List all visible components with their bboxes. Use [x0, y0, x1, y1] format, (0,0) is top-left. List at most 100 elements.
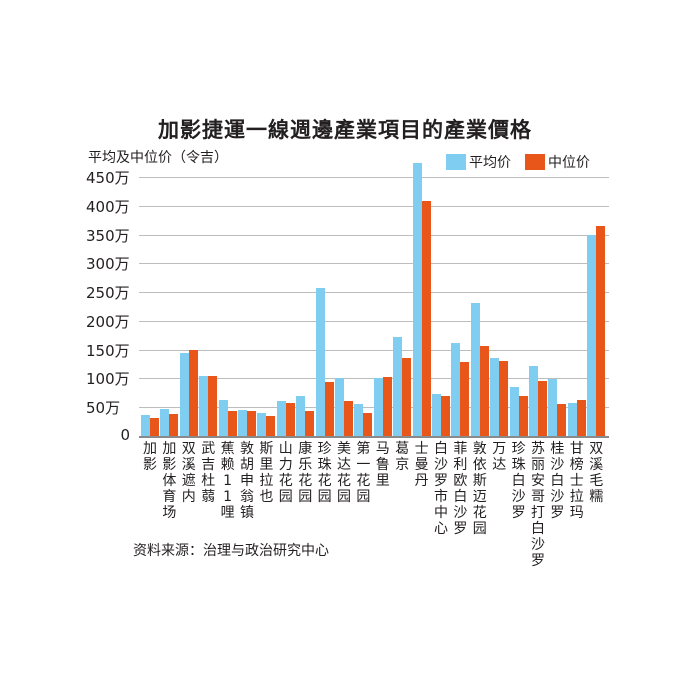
x-axis-line — [139, 436, 609, 438]
bar-median — [538, 381, 547, 436]
bar-average — [432, 393, 441, 436]
bar-average — [276, 401, 286, 436]
y-tick-label: 350万 — [86, 226, 130, 245]
bar-average — [393, 337, 403, 436]
bar-median — [266, 416, 276, 436]
bar-median — [324, 382, 334, 436]
x-category-label: 士 曼 丹 — [414, 441, 429, 489]
bar-median — [227, 411, 237, 436]
bar-median — [518, 395, 528, 436]
bar-median — [441, 396, 450, 436]
x-category-label: 葛 京 — [395, 441, 410, 473]
bar-average — [335, 378, 344, 436]
bar-median — [247, 411, 256, 436]
bar-average — [160, 408, 170, 436]
x-category-label: 美 达 花 园 — [337, 441, 351, 505]
bar-average — [567, 402, 577, 436]
bar-median — [363, 412, 373, 436]
legend-swatch-median — [525, 154, 545, 170]
x-category-label: 马 鲁 里 — [375, 441, 390, 489]
source-note: 资料来源：治理与政治研究中心 — [133, 543, 329, 559]
x-category-label: 武 吉 杜 蒻 — [201, 441, 216, 505]
bar-average — [529, 366, 538, 436]
y-tick-label: 200万 — [86, 312, 130, 331]
bar-average — [548, 379, 558, 436]
x-category-label: 双 溪 毛 糯 — [589, 441, 604, 505]
bar-median — [557, 403, 567, 436]
bar-median — [150, 417, 159, 436]
y-tick-label: 50万 — [86, 399, 121, 418]
x-category-label: 桂 沙 白 沙 罗 — [550, 441, 565, 521]
bar-average — [412, 162, 422, 436]
bar-average — [373, 378, 383, 436]
bar-median — [169, 413, 179, 436]
bar-median — [285, 402, 295, 436]
bar-average — [218, 399, 228, 436]
x-category-label: 山 力 花 园 — [278, 441, 293, 505]
bar-median — [421, 201, 431, 436]
bar-average — [470, 303, 480, 436]
bar-median — [460, 362, 470, 436]
bar-average — [587, 234, 597, 436]
gridline — [139, 349, 609, 351]
bar-median — [499, 360, 509, 436]
y-tick-label: 0 — [120, 426, 130, 444]
bar-average — [199, 375, 209, 436]
x-category-label: 加 影 体 育 场 — [162, 441, 177, 521]
x-category-label: 双 溪 遮 内 — [181, 441, 196, 505]
bar-average — [451, 343, 461, 436]
bar-average — [296, 396, 306, 436]
x-category-label: 斯 里 拉 也 — [259, 441, 274, 505]
x-category-label: 甘 榜 士 拉 玛 — [569, 441, 584, 521]
bar-median — [576, 399, 586, 436]
x-category-label: 康 乐 花 园 — [298, 441, 313, 505]
bar-median — [344, 400, 353, 436]
bar-average — [179, 353, 189, 436]
legend: 平均价 中位价 — [446, 152, 604, 172]
y-tick-label: 300万 — [86, 255, 130, 274]
gridline — [139, 234, 609, 236]
bar-average — [354, 404, 364, 436]
bar-average — [509, 386, 519, 436]
bar-average — [141, 414, 150, 436]
legend-item-median: 中位价 — [525, 152, 590, 172]
x-category-label: 白 沙 罗 市 中 心 — [434, 441, 448, 537]
legend-item-avg: 平均价 — [446, 152, 511, 172]
bar-median — [188, 350, 198, 436]
x-category-label: 敦 胡 申 翁 镇 — [240, 441, 254, 521]
x-category-label: 苏 丽 安 哥 打 白 沙 罗 — [531, 441, 545, 569]
gridline — [139, 205, 609, 207]
gridline — [139, 177, 609, 178]
x-category-label: 加 影 — [143, 441, 157, 473]
legend-label-avg: 平均价 — [469, 155, 511, 171]
y-tick-label: 400万 — [86, 197, 130, 216]
y-tick-label: 150万 — [86, 341, 130, 360]
x-category-label: 珍 珠 花 园 — [317, 441, 332, 505]
bar-median — [402, 357, 412, 436]
bar-median — [208, 375, 218, 436]
x-category-label: 敦 依 斯 迈 花 园 — [472, 441, 487, 537]
legend-swatch-avg — [446, 154, 466, 170]
y-tick-label: 100万 — [86, 370, 130, 389]
bar-median — [479, 346, 489, 436]
gridline — [139, 263, 609, 265]
bar-median — [596, 225, 606, 436]
y-tick-label: 250万 — [86, 284, 130, 303]
x-category-label: 蕉 赖 11 哩 — [220, 441, 235, 521]
bar-average — [315, 287, 325, 436]
x-category-label: 菲 利 欧 白 沙 罗 — [453, 441, 468, 537]
bar-average — [257, 412, 267, 436]
y-axis-label: 平均及中位价（令吉） — [88, 150, 228, 166]
x-category-label: 珍 珠 白 沙 罗 — [511, 441, 526, 521]
x-category-label: 万 达 — [492, 441, 507, 473]
gridline — [139, 320, 609, 322]
bar-median — [305, 411, 315, 436]
chart-title: 加影捷運一線週邊產業項目的產業價格 — [158, 118, 532, 142]
bar-median — [382, 377, 392, 436]
y-tick-label: 450万 — [86, 169, 130, 187]
legend-label-median: 中位价 — [548, 155, 590, 171]
gridline — [139, 292, 609, 294]
bar-average — [490, 358, 500, 436]
bar-average — [238, 409, 247, 436]
